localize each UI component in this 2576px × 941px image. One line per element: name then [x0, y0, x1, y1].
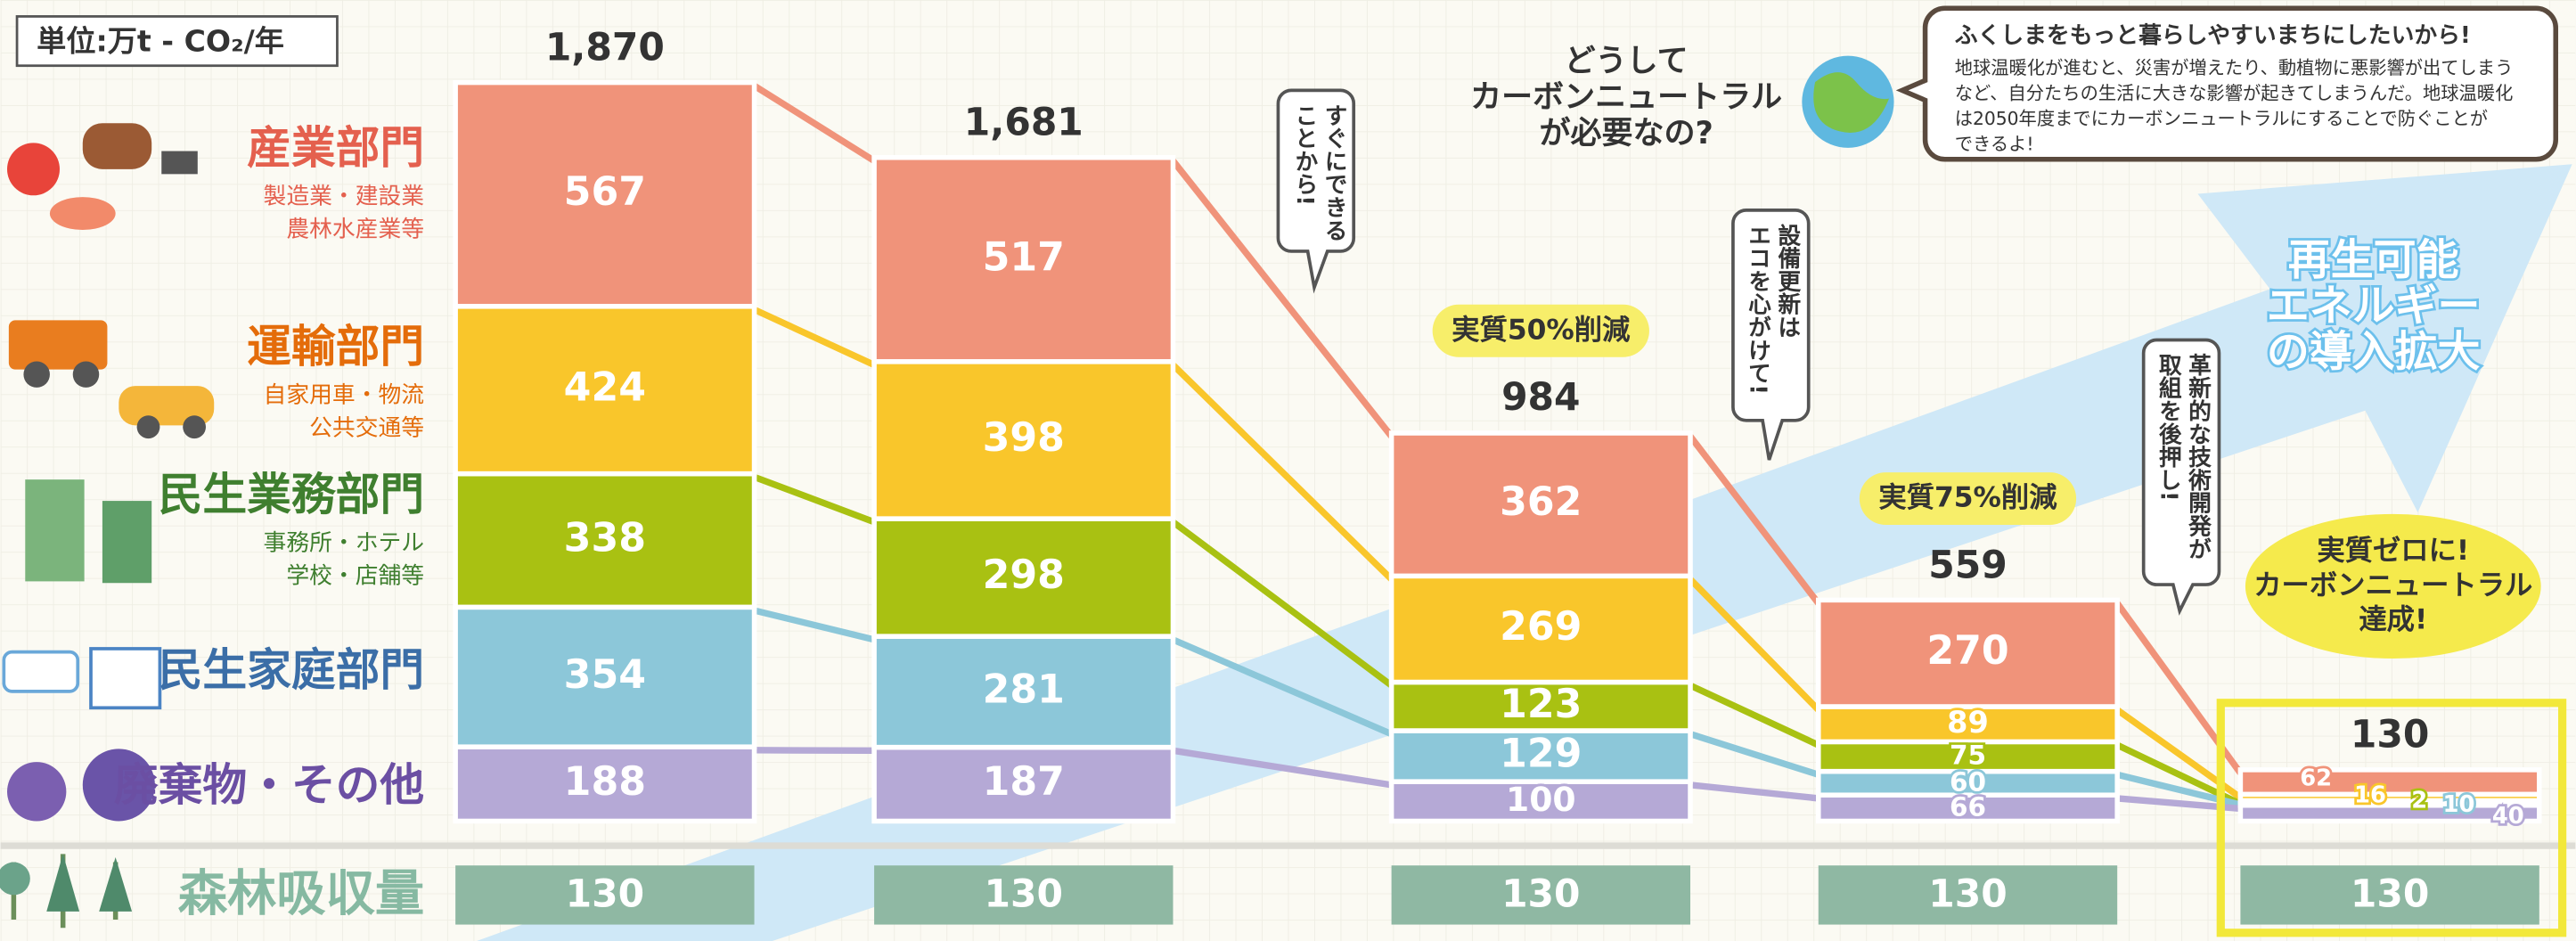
page: {"chart_data":{"type":"stacked-bar", "un…	[0, 0, 2576, 941]
speech-body: など、自分たちの生活に大きな影響が起きてしまうんだ。地球温暖化	[1955, 82, 2514, 103]
absorption-label: 130	[566, 872, 644, 916]
absorption-label: 130	[2351, 872, 2429, 916]
speech-title: ふくしまをもっと暮らしやすいまちにしたいから!	[1955, 22, 2471, 49]
total-label: 1,870	[545, 26, 665, 70]
arrow-text: エネルギー	[2267, 282, 2481, 331]
legend-sublabel: 製造業・建設業	[264, 184, 425, 210]
value-label: 424	[564, 365, 646, 411]
speech-body: 地球温暖化が進むと、災害が増えたり、動植物に悪影響が出てしまう	[1955, 57, 2514, 78]
value-label: 129	[1500, 732, 1582, 777]
legend-label: 民生業務部門	[159, 469, 425, 520]
legend-label: 民生家庭部門	[159, 644, 425, 696]
value-label: 517	[983, 234, 1065, 280]
value-label: 16	[2354, 782, 2386, 809]
arrow-text: の導入拡大	[2267, 328, 2481, 377]
total-label: 984	[1501, 375, 1580, 419]
unit: 単位:万t - CO₂/年	[37, 23, 284, 58]
arrow-text: 再生可能	[2288, 236, 2459, 285]
absorption-label: 130	[1501, 872, 1580, 916]
value-label: 269	[1500, 604, 1582, 650]
badge-text: 実質75%削減	[1878, 482, 2057, 514]
total-label: 559	[1928, 543, 2007, 586]
value-label: 62	[2300, 765, 2332, 791]
value-label: 298	[983, 552, 1065, 598]
goal-text: 実質ゼロに!	[2317, 535, 2469, 567]
value-label: 188	[564, 759, 646, 805]
legend-sublabel: 学校・店舗等	[286, 562, 424, 589]
speech-body: は2050年度までにカーボンニュートラルにすることで防ぐことが	[1955, 108, 2488, 129]
absorption-label: 130	[985, 872, 1063, 916]
value-label: 75	[1950, 741, 1986, 771]
badge-text: 実質50%削減	[1452, 314, 1631, 346]
goal-text: カーボンニュートラル	[2253, 569, 2532, 601]
callout-text: すぐにできる	[1321, 103, 1347, 241]
total-label: 1,681	[964, 100, 1084, 143]
value-label: 100	[1506, 780, 1576, 819]
question: どうして	[1565, 44, 1689, 79]
value-label: 40	[2492, 803, 2524, 830]
value-label: 362	[1500, 479, 1582, 525]
callout-text: 設備更新は	[1774, 222, 1801, 338]
question: が必要なの?	[1539, 116, 1713, 151]
value-label: 281	[983, 667, 1065, 712]
value-label: 270	[1926, 628, 2008, 674]
value-label: 338	[564, 515, 646, 561]
value-label: 187	[983, 759, 1065, 805]
total-label: 130	[2351, 713, 2429, 757]
callout-text: エコを心がけて!	[1745, 224, 1771, 395]
legend-sublabel: 自家用車・物流	[264, 382, 425, 409]
legend-label: 廃棄物・その他	[114, 759, 424, 811]
value-label: 567	[564, 169, 646, 215]
legend-label: 産業部門	[247, 122, 424, 174]
callout-text: 革新的な技術開発が	[2184, 353, 2212, 560]
callout-text: 取組を後押し!	[2155, 353, 2181, 502]
value-label: 10	[2443, 791, 2475, 818]
chart: 単位:万t - CO₂/年 188 354 338 424 567 1,870 130 187…	[0, 0, 2576, 941]
absorption-name: 森林吸収量	[178, 865, 424, 922]
question: カーボンニュートラル	[1470, 80, 1782, 116]
callout-text: ことから!	[1291, 103, 1318, 206]
legend-sublabel: 事務所・ホテル	[264, 530, 425, 557]
bar-segment	[2240, 770, 2539, 794]
value-label: 89	[1947, 705, 1989, 740]
goal-text: 達成!	[2359, 604, 2427, 636]
value-label: 60	[1950, 766, 1986, 797]
value-label: 123	[1500, 682, 1582, 727]
value-label: 354	[564, 652, 646, 698]
value-label: 2	[2411, 787, 2427, 814]
legend-sublabel: 公共交通等	[309, 415, 424, 442]
absorption-label: 130	[1928, 872, 2007, 916]
value-label: 398	[983, 415, 1065, 461]
legend-label: 運輸部門	[247, 321, 424, 372]
legend-sublabel: 農林水産業等	[286, 217, 424, 243]
speech-body: できるよ!	[1955, 134, 2034, 155]
